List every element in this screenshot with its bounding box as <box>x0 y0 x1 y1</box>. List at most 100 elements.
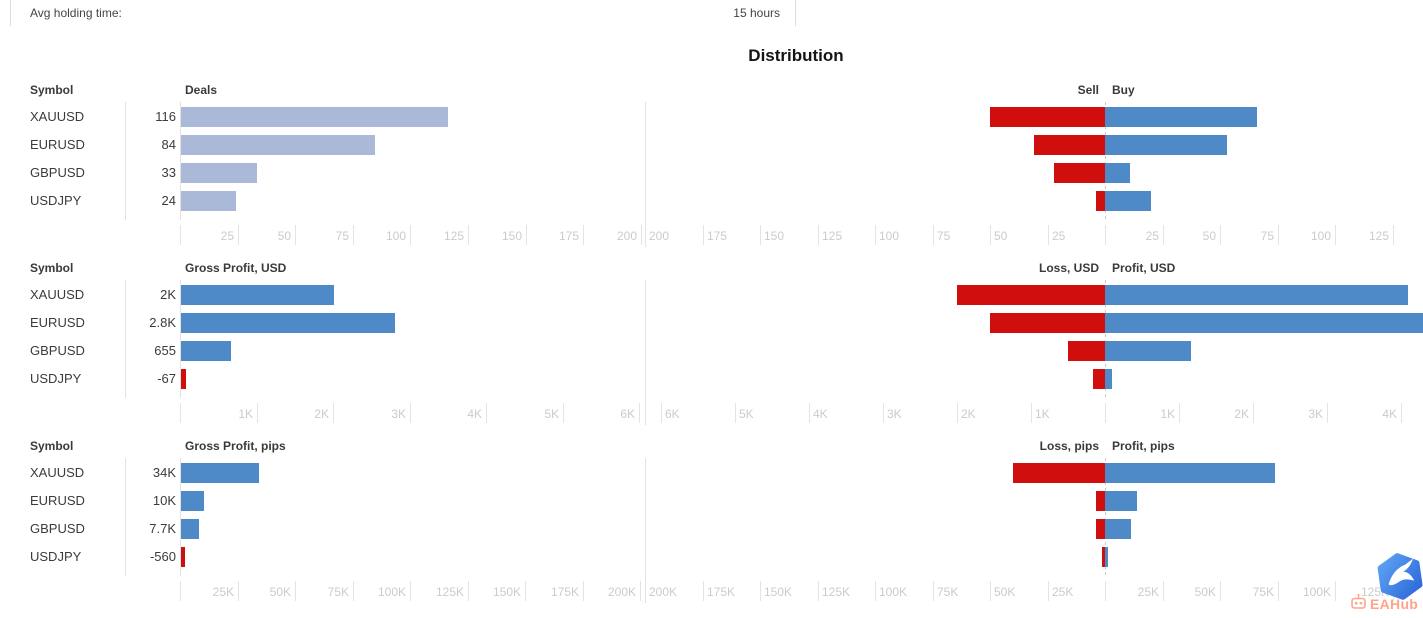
bar-gross-profit-pips-USDJPY <box>181 547 185 567</box>
axis-tick-label: 200 <box>616 229 637 243</box>
bar-buy-GBPUSD <box>1105 163 1131 183</box>
table-cell-divider <box>795 0 796 26</box>
chart-band-gross-profit-usd: Symbol Gross Profit, USD Loss, USD Profit, … <box>0 260 1423 426</box>
bar-profit-XAUUSD <box>1105 285 1409 305</box>
chart-title-sell-buy-right: Buy <box>1112 83 1135 97</box>
axis-tick <box>1327 403 1328 423</box>
avg-holding-time-value: 15 hours <box>733 6 780 20</box>
axis-tick <box>645 581 646 601</box>
axis-tick <box>703 581 704 601</box>
symbol-column-header: Symbol <box>30 439 74 453</box>
axis-tick <box>933 581 934 601</box>
value-label-deals-GBPUSD: 33 <box>161 165 176 180</box>
bar-sell-EURUSD <box>1033 135 1105 155</box>
symbol-separator-line <box>125 458 126 576</box>
axis-tick <box>639 403 640 423</box>
bar-sell-GBPUSD <box>1054 163 1105 183</box>
chart-title-loss-profit-pips-left: Loss, pips <box>1039 439 1099 453</box>
axis-tick <box>1278 225 1279 245</box>
zero-axis-line <box>180 102 181 220</box>
bar-loss-USDJPY <box>1102 547 1105 567</box>
bar-gross-profit-usd-USDJPY <box>181 369 187 389</box>
axis-tick <box>1253 403 1254 423</box>
axis-tick-label: 1K <box>1160 407 1175 421</box>
chart-title-loss-profit-pips-right: Profit, pips <box>1112 439 1175 453</box>
value-label-deals-USDJPY: 24 <box>161 193 176 208</box>
axis-tick-center <box>1105 403 1106 423</box>
symbol-label-XAUUSD: XAUUSD <box>30 109 85 124</box>
bar-loss-GBPUSD <box>1096 519 1105 539</box>
axis-tick-label: 50K <box>269 585 291 599</box>
bar-loss-EURUSD <box>1095 491 1105 511</box>
axis-tick-label: 175 <box>558 229 579 243</box>
axis-tick-label: 100 <box>879 229 900 243</box>
axis-tick-label: 125K <box>822 585 851 599</box>
avg-holding-time-row: Avg holding time: 15 hours <box>0 0 1423 26</box>
axis-tick <box>410 581 411 601</box>
symbol-label-GBPUSD: GBPUSD <box>30 521 85 536</box>
bar-profit-GBPUSD <box>1105 341 1191 361</box>
axis-tick <box>238 225 239 245</box>
bar-profit-USDJPY <box>1105 547 1108 567</box>
axis-tick <box>1278 581 1279 601</box>
axis-tick-label: 100K <box>1302 585 1331 599</box>
axis-tick <box>410 225 411 245</box>
axis-tick-label: 5K <box>739 407 754 421</box>
axis-tick-label: 75K <box>327 585 349 599</box>
bar-profit-XAUUSD <box>1105 463 1276 483</box>
axis-tick <box>818 225 819 245</box>
axis-tick-label: 175K <box>707 585 736 599</box>
center-axis-line <box>1105 458 1106 576</box>
axis-tick <box>703 225 704 245</box>
bar-gross-profit-pips-XAUUSD <box>181 463 260 483</box>
axis-tick-label: 4K <box>813 407 828 421</box>
axis-tick <box>875 225 876 245</box>
value-label-deals-EURUSD: 84 <box>161 137 176 152</box>
axis-tick-label: 175K <box>550 585 579 599</box>
bar-loss-GBPUSD <box>1068 341 1105 361</box>
axis-tick <box>1220 581 1221 601</box>
axis-tick-label: 5K <box>544 407 559 421</box>
chart-title-sell-buy-left: Sell <box>1077 83 1099 97</box>
axis-tick-label: 3K <box>887 407 902 421</box>
axis-tick-label: 2K <box>1234 407 1249 421</box>
axis-tick <box>583 225 584 245</box>
axis-tick-label: 25 <box>1145 229 1159 243</box>
axis-tick <box>1393 225 1394 245</box>
axis-tick-label: 3K <box>1308 407 1323 421</box>
axis-tick <box>526 225 527 245</box>
chart-title-deals: Deals <box>185 83 218 97</box>
table-border-left <box>10 0 11 26</box>
axis-tick-label: 50 <box>277 229 291 243</box>
axis-tick-label: 25 <box>1052 229 1066 243</box>
bar-deals-USDJPY <box>181 191 237 211</box>
chart-boundary-line <box>645 102 646 247</box>
value-label-gross-profit-usd-EURUSD: 2.8K <box>149 315 176 330</box>
axis-tick-label: 125 <box>822 229 843 243</box>
axis-tick <box>760 581 761 601</box>
bar-gross-profit-usd-GBPUSD <box>181 341 232 361</box>
bar-loss-USDJPY <box>1093 369 1105 389</box>
axis-tick <box>468 581 469 601</box>
axis-tick <box>238 581 239 601</box>
bar-gross-profit-usd-EURUSD <box>181 313 396 333</box>
bar-deals-GBPUSD <box>181 163 257 183</box>
page-title: Distribution <box>748 46 844 65</box>
axis-tick <box>990 581 991 601</box>
axis-tick-label: 1K <box>238 407 253 421</box>
axis-tick-label: 50 <box>1202 229 1216 243</box>
axis-tick-label: 200K <box>607 585 636 599</box>
axis-tick-label: 75 <box>335 229 349 243</box>
axis-tick <box>353 581 354 601</box>
axis-tick-zero <box>180 581 181 601</box>
zero-axis-line <box>180 280 181 398</box>
bar-loss-XAUUSD <box>957 285 1105 305</box>
bar-profit-GBPUSD <box>1105 519 1132 539</box>
symbol-separator-line <box>125 280 126 398</box>
axis-tick-label: 150 <box>764 229 785 243</box>
value-label-gross-profit-pips-USDJPY: -560 <box>149 549 176 564</box>
chart-band-gross-profit-pips: Symbol Gross Profit, pips Loss, pips Profit… <box>0 438 1423 604</box>
value-label-gross-profit-pips-EURUSD: 10K <box>152 493 176 508</box>
chart-boundary-line <box>645 280 646 425</box>
